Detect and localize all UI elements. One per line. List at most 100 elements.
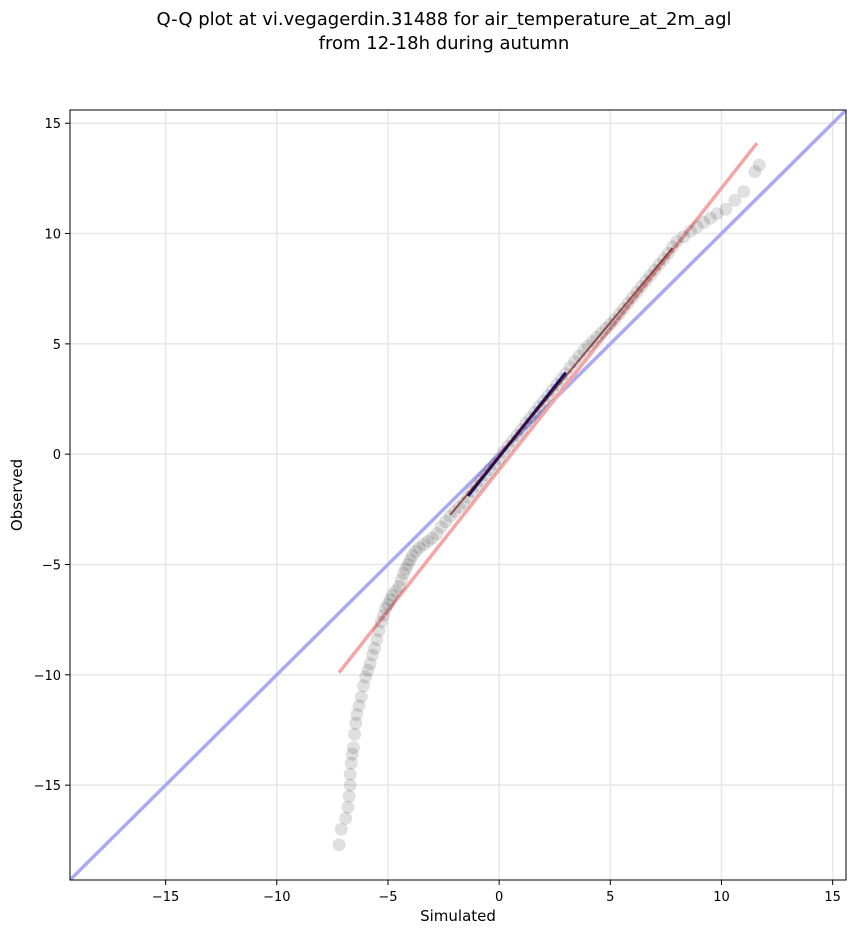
quantile-point <box>344 756 358 770</box>
quantile-point <box>621 296 635 310</box>
quantile-point <box>352 699 366 713</box>
axis-ticks: −15 −10 −5 0 5 10 15 −15 −10 −5 0 5 10 15 <box>34 117 841 905</box>
quantile-point <box>488 457 502 471</box>
quantile-point <box>528 405 542 419</box>
quantile-point <box>370 633 384 647</box>
chart-title-line-2: from 12-18h during autumn <box>318 33 570 54</box>
plot-frame <box>69 109 847 881</box>
quantile-point <box>577 343 591 357</box>
quantile-point <box>661 246 675 260</box>
quantile-point <box>385 588 399 602</box>
chart-title: Q-Q plot at vi.vegagerdin.31488 for air_… <box>0 8 854 56</box>
y-tick-label: 5 <box>53 338 61 353</box>
quantile-point <box>343 778 357 792</box>
quantile-point <box>608 313 622 327</box>
quantile-point <box>465 485 479 499</box>
x-tick-label: 0 <box>495 890 503 905</box>
quantile-point <box>657 252 671 266</box>
quantile-point <box>719 202 733 216</box>
quantile-point <box>452 500 466 514</box>
y-tick-label: 0 <box>53 448 61 463</box>
quantile-point <box>461 490 475 504</box>
quantile-point <box>341 800 355 814</box>
quantile-point <box>343 767 357 781</box>
quantile-point <box>563 360 577 374</box>
quantile-point <box>599 321 613 335</box>
quantile-point <box>523 411 537 425</box>
quantile-point <box>537 394 551 408</box>
quantile-point <box>728 193 742 207</box>
quantile-point <box>626 291 640 305</box>
y-tick-label: 15 <box>44 117 61 132</box>
quantile-point <box>748 165 762 179</box>
quantile-point <box>652 257 666 271</box>
y-tick-label: −15 <box>34 779 61 794</box>
x-tick-label: 10 <box>713 890 730 905</box>
quantile-point <box>634 280 648 294</box>
quantile-point <box>501 439 515 453</box>
quantile-point <box>497 445 511 459</box>
quantile-point <box>690 220 704 234</box>
reference-lines <box>70 110 846 880</box>
quantile-point <box>559 367 573 381</box>
quantile-point <box>443 509 457 523</box>
quantile-point <box>339 811 353 825</box>
identity-line <box>70 110 846 880</box>
quantile-point <box>670 234 684 248</box>
quantile-point <box>359 670 373 684</box>
grid <box>70 110 846 880</box>
quantile-point <box>332 838 346 852</box>
quantile-point <box>572 349 586 363</box>
quantile-point <box>519 416 533 430</box>
quantile-points <box>332 158 766 852</box>
quantile-point <box>401 557 415 571</box>
quantile-point <box>403 553 417 567</box>
y-tick-label: −5 <box>42 558 61 573</box>
quantile-point <box>374 615 388 629</box>
y-axis-label: Observed <box>8 459 26 531</box>
quantile-point <box>348 727 362 741</box>
quantile-point <box>545 383 559 397</box>
quantile-point <box>532 400 546 414</box>
quantile-point <box>594 326 608 340</box>
x-tick-label: −10 <box>263 890 290 905</box>
quantile-point <box>377 608 391 622</box>
fit-line <box>337 142 759 674</box>
quantile-point <box>448 505 462 519</box>
quantile-point <box>470 479 484 493</box>
x-tick-label: −5 <box>378 890 397 905</box>
quantile-point <box>630 285 644 299</box>
quantile-point <box>479 468 493 482</box>
quantile-point <box>409 544 423 558</box>
quantile-point <box>457 496 471 510</box>
quantile-point <box>737 185 751 199</box>
quantile-point <box>666 240 680 254</box>
quantile-point <box>639 274 653 288</box>
quantile-point <box>683 224 697 238</box>
quantile-point <box>383 593 397 607</box>
quantile-point <box>372 624 386 638</box>
quantile-point <box>354 690 368 704</box>
chart-title-line-1: Q-Q plot at vi.vegagerdin.31488 for air_… <box>156 9 732 30</box>
quantile-point <box>514 423 528 437</box>
quantile-point <box>361 663 375 677</box>
quantile-point <box>392 580 406 594</box>
quantile-point <box>350 708 364 722</box>
quantile-point <box>550 378 564 392</box>
x-tick-label: −15 <box>152 890 179 905</box>
quantile-point <box>365 648 379 662</box>
quantile-point <box>425 531 439 545</box>
quantile-point <box>612 307 626 321</box>
quantile-point <box>586 335 600 349</box>
quantile-point <box>434 520 448 534</box>
quantile-point <box>697 216 711 230</box>
quantile-point <box>710 207 724 221</box>
quantile-point <box>492 452 506 466</box>
quantile-point <box>581 339 595 353</box>
quantile-point <box>346 741 360 755</box>
x-tick-label: 5 <box>606 890 614 905</box>
quantile-point <box>381 597 395 611</box>
quantile-point <box>368 641 382 655</box>
y-tick-label: −10 <box>34 669 61 684</box>
quantile-point <box>389 584 403 598</box>
